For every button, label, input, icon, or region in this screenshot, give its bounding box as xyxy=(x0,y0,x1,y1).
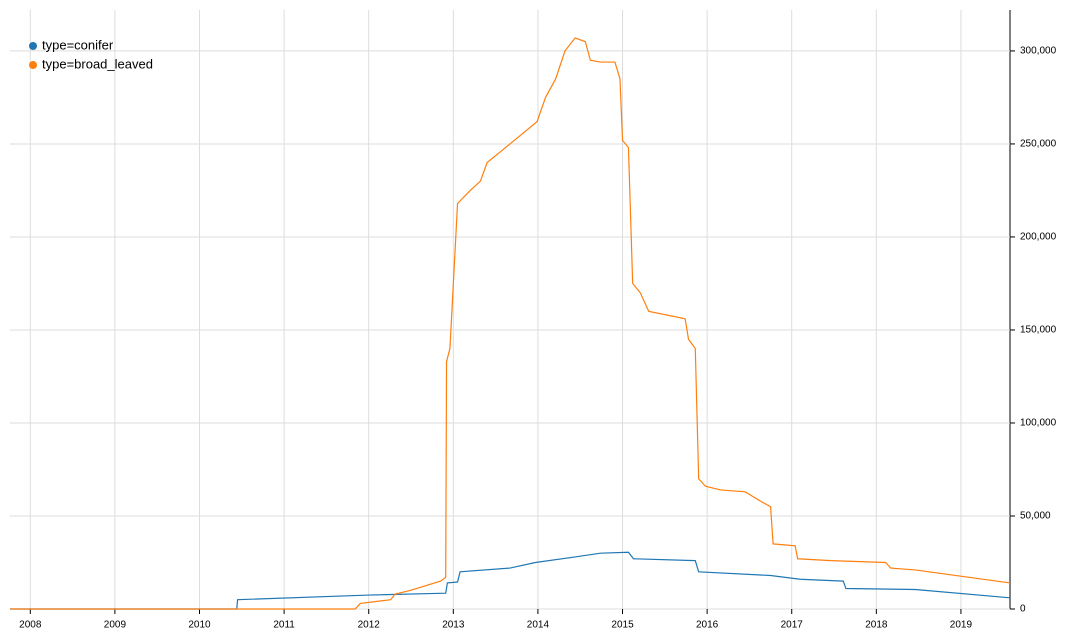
y-tick-label: 100,000 xyxy=(1020,418,1057,429)
x-tick-label: 2011 xyxy=(273,620,295,631)
y-tick-label: 250,000 xyxy=(1020,139,1057,150)
y-tick-label: 150,000 xyxy=(1020,325,1057,336)
x-tick-label: 2018 xyxy=(865,620,888,631)
legend-marker xyxy=(29,42,37,50)
x-tick-label: 2008 xyxy=(19,620,42,631)
x-tick-label: 2015 xyxy=(611,620,634,631)
legend-marker xyxy=(29,61,37,69)
legend-label: type=broad_leaved xyxy=(42,56,153,71)
x-tick-label: 2019 xyxy=(950,620,973,631)
x-tick-label: 2012 xyxy=(358,620,381,631)
legend-label: type=conifer xyxy=(42,37,114,52)
y-tick-label: 300,000 xyxy=(1020,46,1057,57)
x-tick-label: 2009 xyxy=(104,620,127,631)
y-tick-label: 200,000 xyxy=(1020,232,1057,243)
y-tick-label: 0 xyxy=(1020,604,1026,615)
y-tick-label: 50,000 xyxy=(1020,511,1051,522)
x-tick-label: 2014 xyxy=(527,620,550,631)
x-tick-label: 2013 xyxy=(442,620,465,631)
x-tick-label: 2017 xyxy=(781,620,804,631)
series-line xyxy=(10,37,1011,610)
x-tick-label: 2016 xyxy=(696,620,719,631)
x-tick-label: 2010 xyxy=(188,620,211,631)
series-line xyxy=(10,551,1011,610)
